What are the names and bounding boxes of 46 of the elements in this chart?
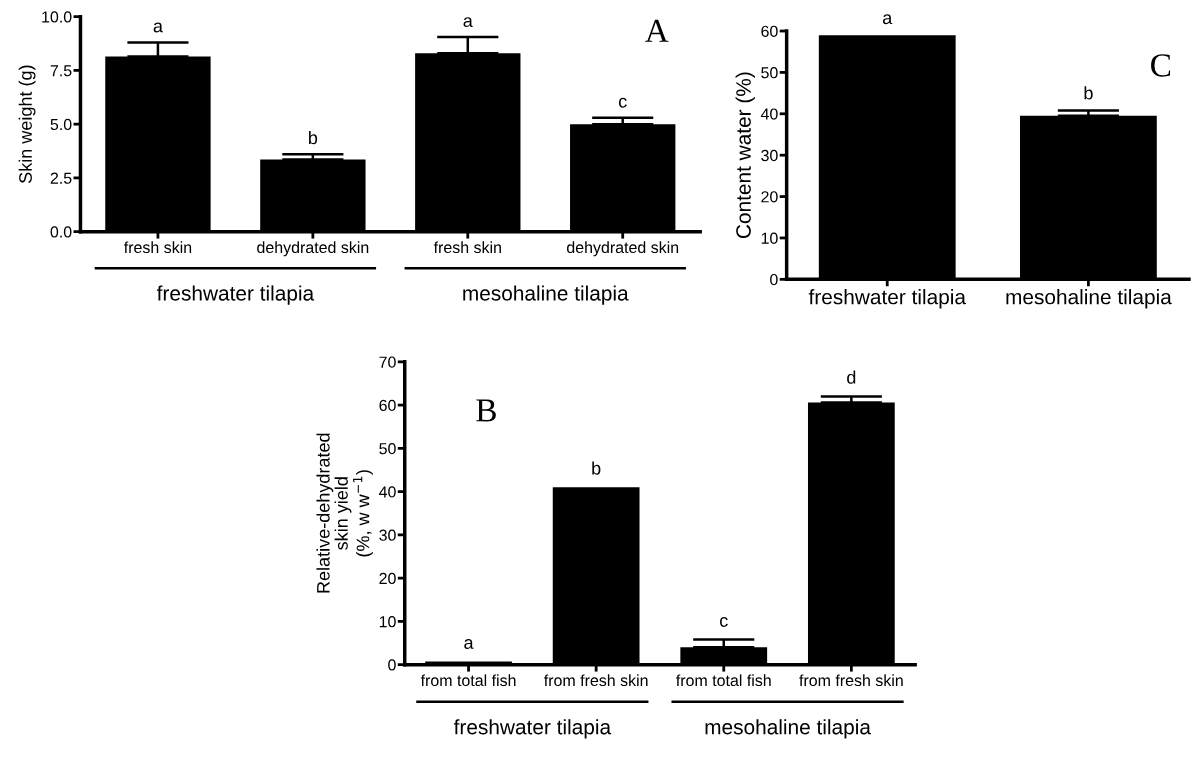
y-tick-label: 30 [379,529,396,541]
x-tick-label: from total fish [420,674,516,687]
y-tick-label: 50 [379,442,396,455]
y-tick-label: 20 [761,191,778,203]
y-tick-label: 10.0 [42,11,72,23]
y-tick-label: 40 [760,108,778,120]
annotation: B [476,399,496,422]
annotation: b [309,130,318,145]
x-tick-label: dehydrated skin [257,241,369,257]
annotation: C [1151,54,1171,77]
y-tick-label: 60 [379,399,396,412]
annotation: a [464,639,474,649]
y-tick-label: 10 [761,232,778,244]
y-tick-label: 7.5 [50,65,72,77]
x-tick-label: from total fish [676,674,771,687]
y-axis-title: Skin weight (g) [18,65,36,184]
y-axis-title: Content water (%) [735,72,755,239]
annotation: a [153,22,163,33]
y-tick-label: 50 [761,67,778,79]
y-tick-label: 0 [770,273,778,286]
annotation: A [645,19,669,42]
x-tick-label: fresh skin [433,241,501,254]
text: a [882,14,893,25]
annotation: b [592,461,601,475]
y-tick-label: 60 [761,25,778,37]
y-tick-label: 70 [379,356,396,368]
y-tick-label: 0 [388,659,396,671]
annotation: c [720,617,728,627]
y-tick-label: 2.5 [50,172,72,184]
x-tick-label: fresh skin [123,241,192,254]
x-tick-label: from fresh skin [799,674,903,687]
annotation: c [618,97,627,108]
y-tick-label: 20 [379,572,396,585]
y-tick-label: 0.0 [50,226,72,238]
annotation: a [463,17,473,28]
annotation: d [847,370,856,384]
y-tick-label: 10 [379,616,396,628]
text: freshwater tilapia [453,719,612,739]
annotation: b [1084,86,1093,100]
y-tick-label: 40 [379,486,396,498]
text: mesohaline tilapia [705,719,871,739]
x-tick-label: from fresh skin [544,674,648,687]
y-axis-title: Relative-dehydrated skin yield (%, w w$^{−1}$) [316,433,373,593]
y-tick-label: 5.0 [50,118,72,131]
y-tick-label: 30 [761,149,778,162]
x-tick-label: dehydrated skin [567,241,679,257]
